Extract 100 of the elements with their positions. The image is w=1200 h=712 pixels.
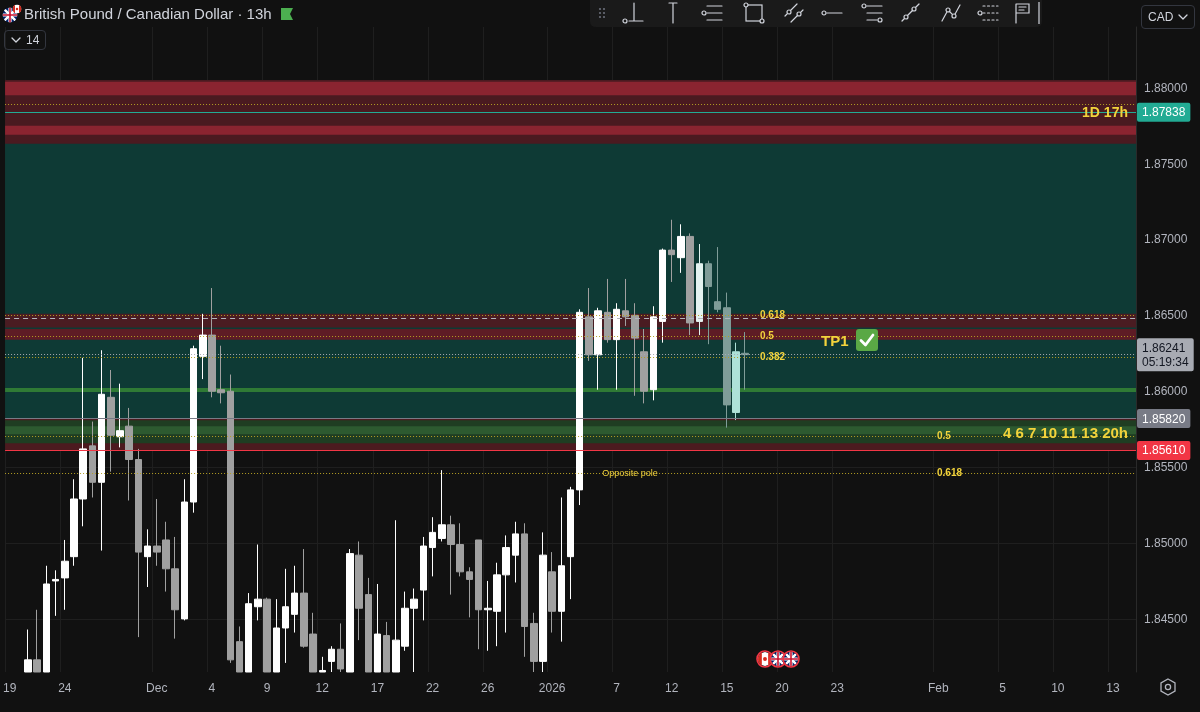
candlestick (585, 287, 593, 362)
candlestick (291, 565, 298, 634)
candlestick (677, 223, 685, 274)
candlestick (640, 328, 648, 404)
candlestick (668, 219, 675, 283)
y-tick-label: 1.87000 (1144, 232, 1188, 247)
candlestick (61, 539, 69, 611)
candlestick (135, 448, 142, 638)
annotation: TP1 (821, 331, 849, 349)
annotation: 0.618 (760, 309, 786, 321)
annotation: Opposite pole (602, 467, 658, 478)
x-tick-label: 19 (2, 681, 17, 695)
candlestick (24, 629, 32, 673)
candlestick (631, 302, 639, 397)
x-tick-label: 15 (720, 681, 734, 695)
ref-line-label: 1.85610 (1142, 443, 1186, 458)
candlestick (383, 621, 390, 673)
candlestick (254, 544, 262, 621)
candlestick (227, 374, 234, 664)
candlestick (438, 469, 446, 542)
y-tick-label: 1.88000 (1144, 80, 1188, 95)
x-tick-label: 23 (830, 681, 845, 695)
candlestick (686, 232, 694, 336)
candlestick (125, 407, 133, 502)
x-tick-label: 5 (999, 681, 1007, 695)
candlestick (89, 421, 96, 498)
x-tick-label: 26 (481, 681, 495, 695)
x-tick-label: 7 (613, 681, 621, 695)
x-tick-label: 22 (425, 681, 440, 695)
candlestick (732, 342, 740, 421)
candlestick (594, 307, 602, 391)
x-tick-label: 20 (775, 681, 789, 695)
candlestick (466, 566, 473, 618)
x-tick-label: Dec (146, 681, 168, 695)
candlestick (650, 305, 657, 401)
x-tick-label: 13 (1106, 681, 1121, 695)
candlestick (181, 478, 188, 621)
ref-line-label: 1.86241 05:19:34 (1142, 340, 1190, 369)
candlestick (429, 516, 436, 577)
candlestick (33, 609, 41, 673)
candlestick (521, 522, 528, 658)
candlestick (659, 248, 666, 344)
candlestick (337, 622, 344, 673)
x-tick-label: 10 (1051, 681, 1065, 695)
x-tick-label: 12 (664, 681, 679, 695)
annotation: 0.618 (937, 467, 963, 479)
candlestick (530, 612, 538, 673)
candlestick (723, 292, 731, 429)
annotation: 4 6 7 10 11 13 20h (1002, 423, 1128, 441)
candlestick (52, 569, 59, 617)
candlestick (741, 331, 749, 391)
x-tick-label: Feb (927, 681, 949, 695)
candlestick (365, 577, 372, 673)
y-tick-label: 1.86000 (1144, 384, 1188, 399)
candlestick (273, 598, 280, 673)
x-tick-label: 9 (263, 681, 271, 695)
annotation: 0.5 (937, 430, 951, 441)
ref-line-label: 1.85820 (1142, 411, 1186, 426)
currency-dropdown: CAD (1141, 5, 1196, 29)
candlestick (576, 308, 583, 506)
y-tick-label: 1.84500 (1144, 611, 1188, 626)
candlestick (622, 278, 629, 327)
candlestick (567, 486, 574, 600)
x-tick-label: 24 (58, 681, 72, 695)
candlestick (558, 496, 565, 643)
collapse-button: 14 (4, 30, 47, 50)
ref-line-label: 1.87838 (1142, 105, 1186, 120)
candlestick (282, 568, 289, 664)
candlestick (355, 540, 363, 641)
annotation: 14 (26, 33, 40, 47)
candlestick (144, 528, 151, 588)
candlestick (346, 548, 354, 673)
candlestick (705, 260, 712, 345)
candlestick (263, 597, 271, 673)
y-tick-label: 1.85500 (1144, 460, 1188, 475)
candlestick (328, 645, 335, 673)
candlestick (107, 369, 115, 473)
candlestick (374, 583, 381, 673)
candlestick (420, 536, 427, 621)
candlestick (613, 302, 620, 391)
y-tick-label: 1.87500 (1144, 156, 1188, 171)
x-tick-label: 4 (208, 681, 216, 695)
x-tick-label: 17 (370, 681, 385, 695)
candlestick (199, 313, 207, 380)
candlestick (43, 565, 50, 673)
candlestick (190, 345, 197, 514)
candlestick (98, 349, 105, 552)
candlestick (245, 592, 252, 673)
candlestick (512, 521, 519, 583)
annotation: 0.5 (760, 329, 774, 341)
candlestick (548, 551, 556, 634)
candlestick (319, 656, 326, 673)
candlestick (116, 383, 124, 448)
y-tick-label: 1.85000 (1144, 536, 1188, 550)
candlestick (475, 539, 482, 650)
annotation: 0.382 (760, 351, 786, 363)
candlestick (696, 243, 703, 336)
candlestick (714, 246, 721, 313)
candlestick (539, 531, 547, 673)
candlestick (604, 278, 611, 344)
